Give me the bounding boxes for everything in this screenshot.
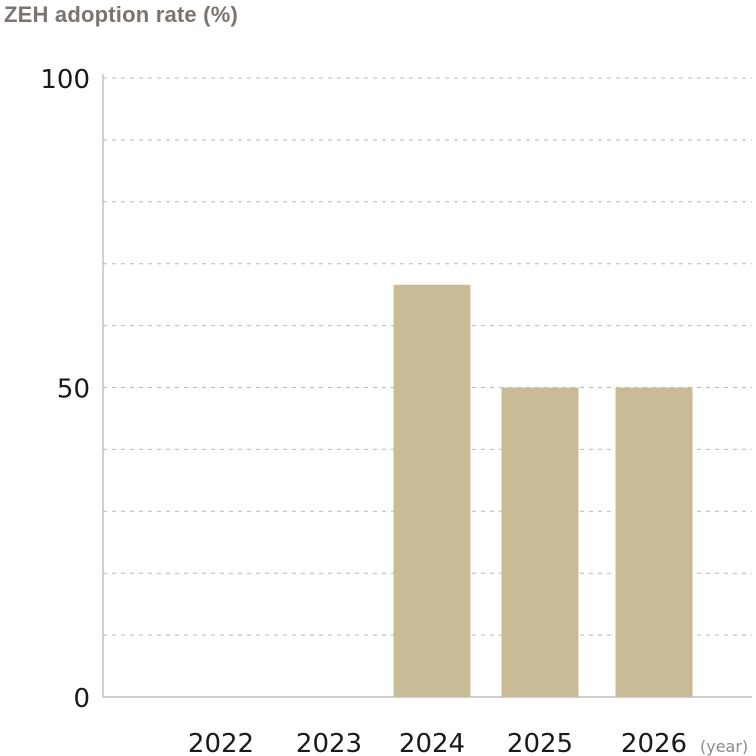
bars [393,284,693,697]
y-tick-label: 100 [40,65,90,95]
x-tick-label: 2025 [507,729,573,756]
x-tick-labels: 2022 2023 2024 2025 2026 [188,729,687,756]
x-tick-label: 2024 [399,729,465,756]
x-unit-label: (year) [700,737,748,756]
y-tick-label: 50 [57,375,90,405]
x-tick-label: 2022 [188,729,254,756]
x-tick-label: 2023 [296,729,362,756]
y-tick-label: 0 [73,684,90,714]
y-tick-labels: 0 50 100 [40,65,90,714]
bar-2024 [393,284,471,697]
x-tick-label: 2026 [621,729,687,756]
bar-2025 [501,387,579,697]
bar-2026 [615,387,693,697]
chart-title: ZEH adoption rate (%) [4,2,238,27]
